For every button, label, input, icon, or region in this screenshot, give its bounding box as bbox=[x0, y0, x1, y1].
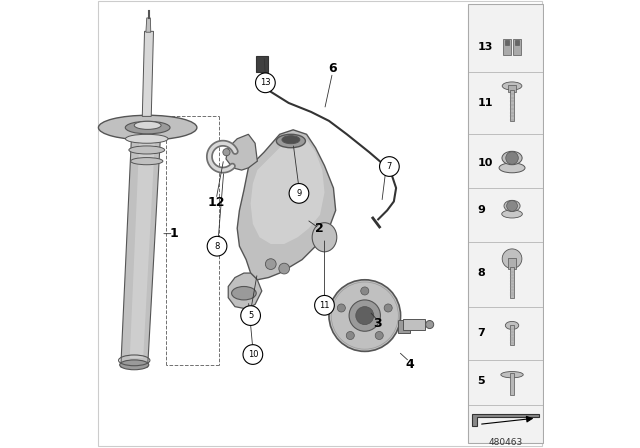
Circle shape bbox=[243, 345, 262, 364]
Bar bbox=[508, 258, 516, 270]
Ellipse shape bbox=[131, 158, 163, 165]
Text: 7: 7 bbox=[477, 328, 485, 339]
Circle shape bbox=[506, 152, 518, 164]
Ellipse shape bbox=[99, 115, 197, 140]
Polygon shape bbox=[226, 134, 257, 170]
Text: 12: 12 bbox=[207, 196, 225, 209]
Ellipse shape bbox=[125, 134, 168, 143]
Circle shape bbox=[507, 201, 517, 211]
Text: 13: 13 bbox=[260, 78, 271, 87]
Text: 1: 1 bbox=[169, 227, 178, 240]
Bar bbox=[510, 373, 514, 395]
Polygon shape bbox=[142, 31, 154, 116]
Ellipse shape bbox=[134, 121, 161, 129]
Text: 9: 9 bbox=[296, 189, 301, 198]
Bar bbox=[510, 324, 515, 345]
Polygon shape bbox=[146, 18, 151, 32]
Text: 3: 3 bbox=[373, 317, 381, 330]
Bar bbox=[513, 39, 521, 55]
Circle shape bbox=[356, 306, 374, 324]
Ellipse shape bbox=[502, 151, 522, 165]
Text: 11: 11 bbox=[477, 98, 493, 108]
Circle shape bbox=[266, 259, 276, 270]
Circle shape bbox=[380, 157, 399, 177]
Polygon shape bbox=[121, 125, 161, 367]
Circle shape bbox=[241, 306, 260, 325]
Ellipse shape bbox=[499, 163, 525, 173]
Circle shape bbox=[223, 149, 230, 156]
Bar bbox=[510, 90, 515, 121]
Text: 11: 11 bbox=[319, 301, 330, 310]
Polygon shape bbox=[228, 273, 262, 309]
Ellipse shape bbox=[125, 121, 170, 134]
Circle shape bbox=[349, 300, 380, 331]
Text: 10: 10 bbox=[248, 350, 258, 359]
Bar bbox=[508, 85, 516, 92]
Bar bbox=[257, 56, 268, 72]
Polygon shape bbox=[130, 134, 156, 358]
Text: 8: 8 bbox=[477, 268, 485, 278]
Text: 6: 6 bbox=[328, 61, 337, 74]
Circle shape bbox=[502, 249, 522, 269]
Circle shape bbox=[315, 295, 334, 315]
Circle shape bbox=[375, 332, 383, 340]
Text: 5: 5 bbox=[477, 376, 485, 386]
Circle shape bbox=[255, 73, 275, 93]
Ellipse shape bbox=[312, 223, 337, 252]
Ellipse shape bbox=[502, 82, 522, 90]
Text: 9: 9 bbox=[477, 205, 486, 215]
Bar bbox=[505, 40, 509, 45]
Circle shape bbox=[279, 263, 289, 274]
Circle shape bbox=[337, 304, 346, 312]
Text: 10: 10 bbox=[477, 159, 493, 168]
Circle shape bbox=[384, 304, 392, 312]
Ellipse shape bbox=[232, 286, 256, 300]
Circle shape bbox=[346, 332, 355, 340]
Bar bbox=[403, 319, 425, 330]
Polygon shape bbox=[472, 414, 540, 426]
Text: 7: 7 bbox=[387, 162, 392, 171]
Text: 8: 8 bbox=[214, 242, 220, 251]
Ellipse shape bbox=[504, 200, 520, 211]
Text: 2: 2 bbox=[315, 222, 323, 235]
Circle shape bbox=[289, 184, 309, 203]
Text: 4: 4 bbox=[405, 358, 414, 371]
Ellipse shape bbox=[501, 371, 524, 378]
Text: 13: 13 bbox=[477, 42, 493, 52]
Bar bbox=[515, 40, 519, 45]
Text: 480463: 480463 bbox=[488, 438, 522, 447]
Bar bbox=[503, 39, 511, 55]
Bar bbox=[510, 267, 514, 297]
Text: 5: 5 bbox=[248, 311, 253, 320]
Ellipse shape bbox=[426, 320, 434, 328]
Polygon shape bbox=[251, 137, 324, 244]
Ellipse shape bbox=[506, 321, 519, 329]
Ellipse shape bbox=[129, 146, 164, 154]
Ellipse shape bbox=[502, 210, 522, 218]
Polygon shape bbox=[237, 130, 335, 280]
Bar bbox=[468, 4, 543, 443]
Ellipse shape bbox=[120, 360, 148, 370]
Circle shape bbox=[361, 287, 369, 295]
Circle shape bbox=[329, 280, 401, 351]
Ellipse shape bbox=[276, 134, 305, 148]
Ellipse shape bbox=[282, 136, 300, 144]
Polygon shape bbox=[398, 320, 410, 333]
Circle shape bbox=[207, 237, 227, 256]
